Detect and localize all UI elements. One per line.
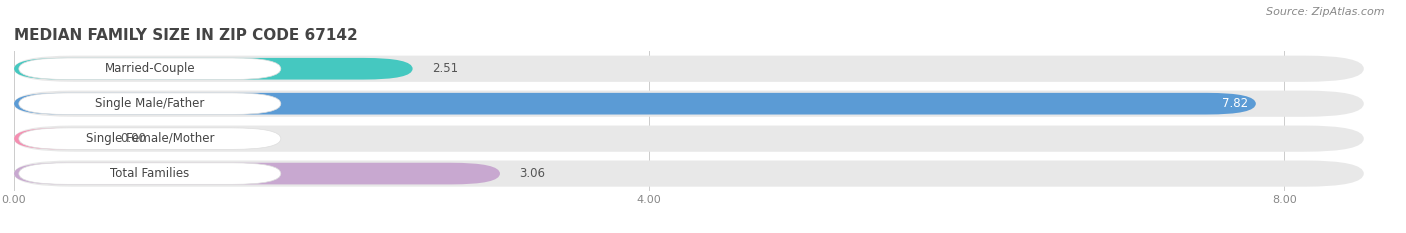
Text: Single Female/Mother: Single Female/Mother [86,132,214,145]
Text: 7.82: 7.82 [1222,97,1249,110]
FancyBboxPatch shape [18,163,281,184]
FancyBboxPatch shape [14,163,501,185]
Text: 2.51: 2.51 [432,62,458,75]
FancyBboxPatch shape [14,58,412,80]
Text: 0.00: 0.00 [121,132,146,145]
FancyBboxPatch shape [14,128,101,150]
FancyBboxPatch shape [18,93,281,114]
Text: Married-Couple: Married-Couple [104,62,195,75]
FancyBboxPatch shape [14,93,1256,115]
Text: Source: ZipAtlas.com: Source: ZipAtlas.com [1267,7,1385,17]
FancyBboxPatch shape [14,91,1364,117]
FancyBboxPatch shape [14,56,1364,82]
FancyBboxPatch shape [18,128,281,149]
FancyBboxPatch shape [18,58,281,79]
Text: Total Families: Total Families [110,167,190,180]
Text: MEDIAN FAMILY SIZE IN ZIP CODE 67142: MEDIAN FAMILY SIZE IN ZIP CODE 67142 [14,28,357,43]
Text: 3.06: 3.06 [519,167,546,180]
FancyBboxPatch shape [14,126,1364,152]
FancyBboxPatch shape [14,161,1364,187]
Text: Single Male/Father: Single Male/Father [96,97,204,110]
